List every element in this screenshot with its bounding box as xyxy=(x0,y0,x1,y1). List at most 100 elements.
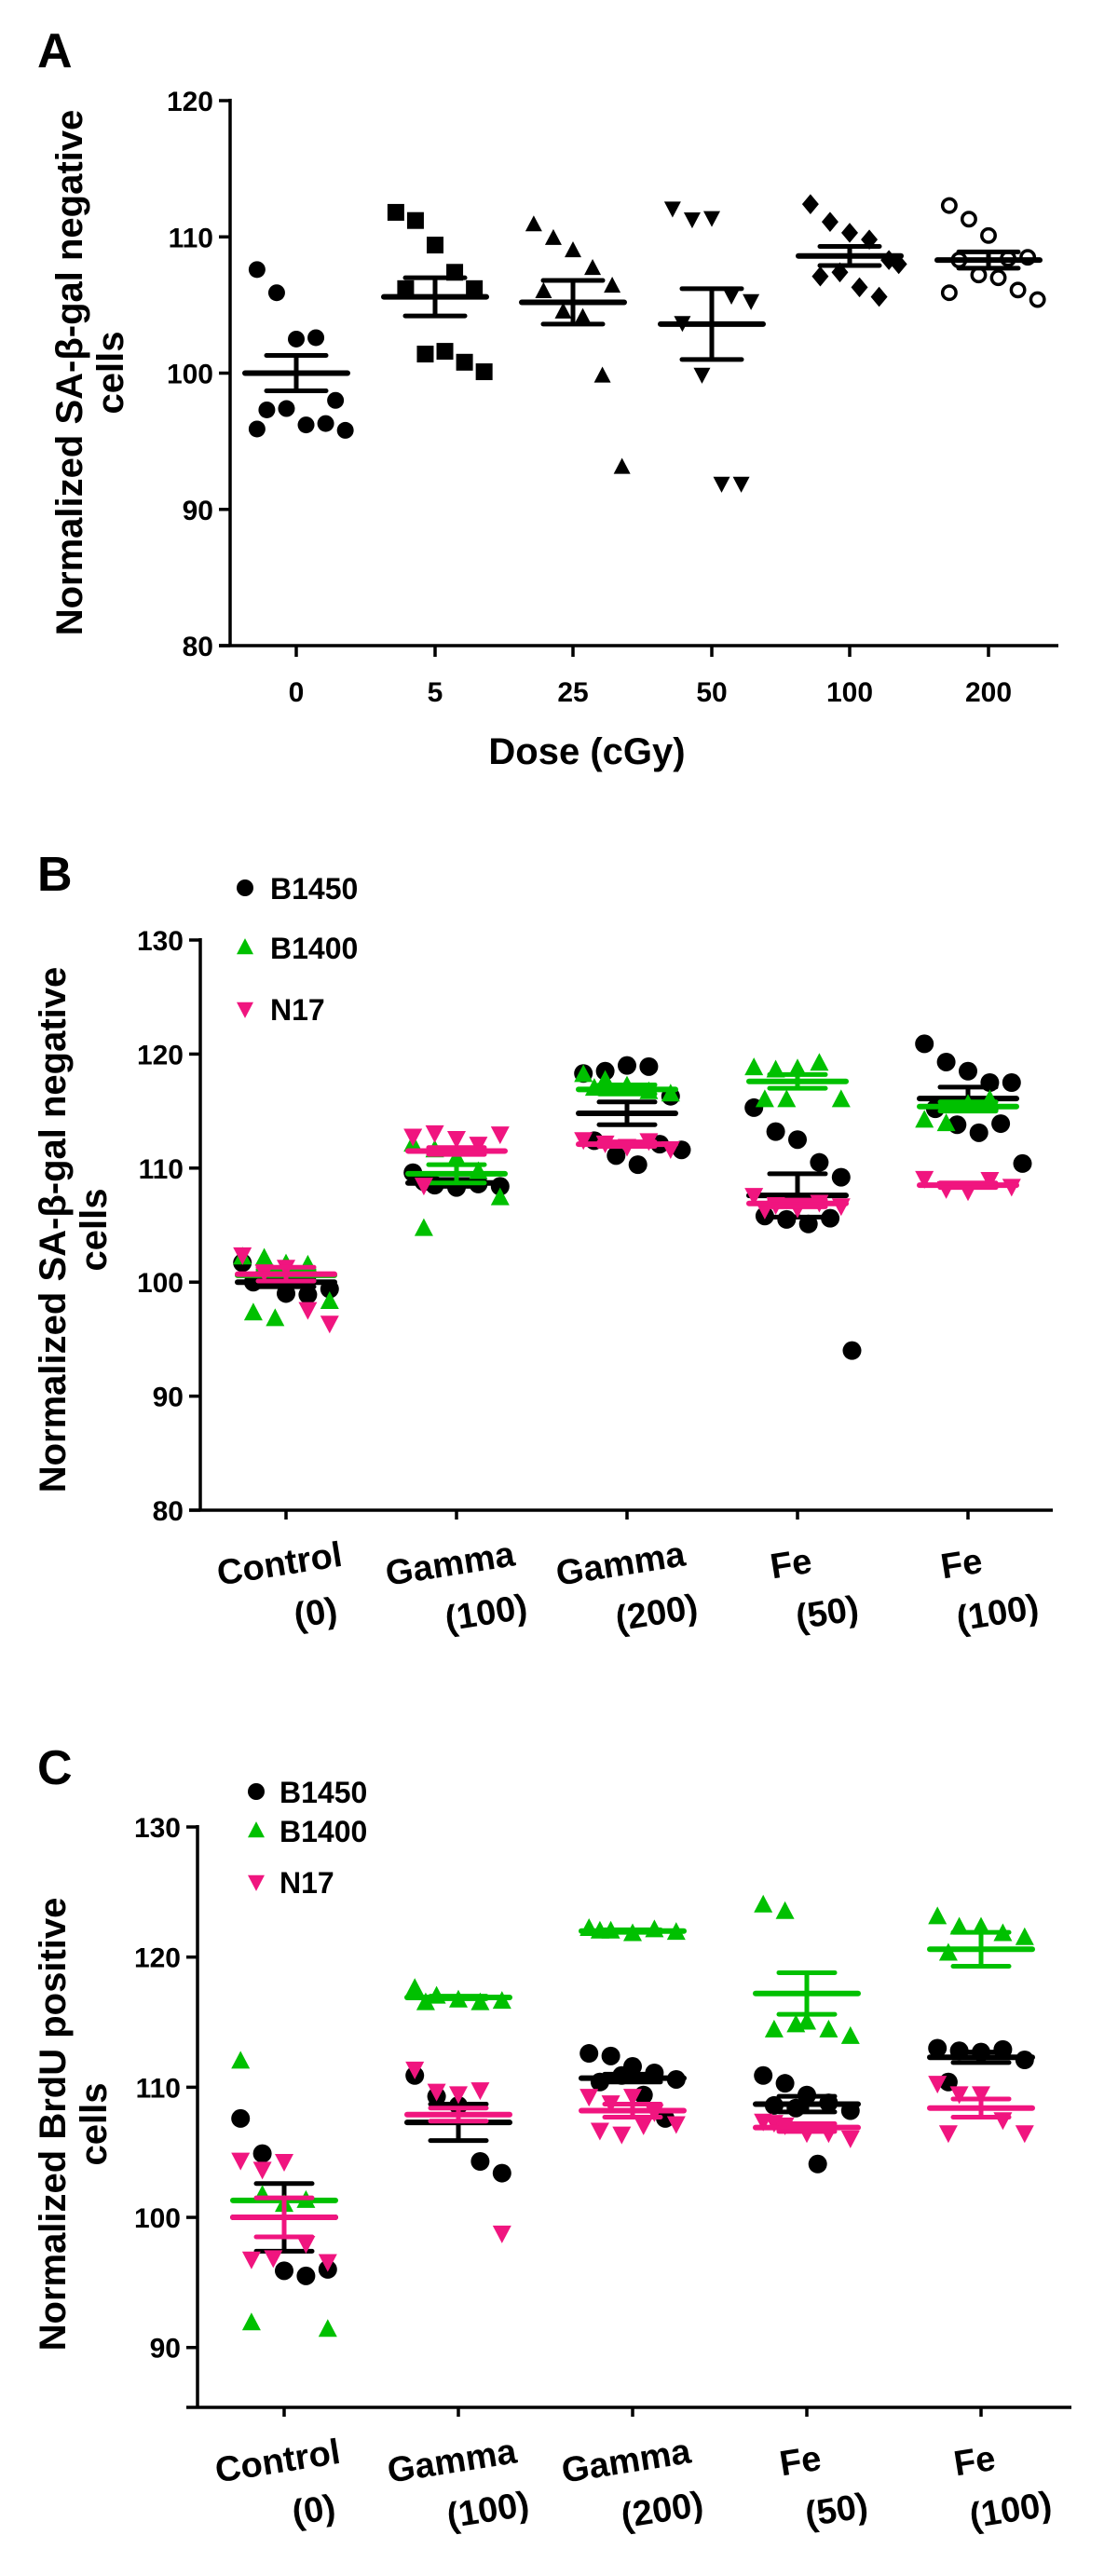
data-point xyxy=(231,2152,251,2171)
data-point xyxy=(840,2130,860,2148)
panel-letter: C xyxy=(37,1741,73,1795)
data-point xyxy=(831,1167,851,1187)
x-tick-label-line1: Fe xyxy=(938,1542,985,1587)
data-point xyxy=(470,1992,490,2010)
data-point xyxy=(661,1084,680,1102)
y-tick-label: 120 xyxy=(134,1943,181,1974)
data-point xyxy=(663,201,681,218)
x-axis-title: Dose (cGy) xyxy=(488,731,685,772)
data-point xyxy=(544,228,562,245)
data-point xyxy=(267,284,285,302)
x-tick-label: 5 xyxy=(428,677,443,708)
data-point xyxy=(801,194,819,214)
data-point xyxy=(258,401,276,418)
data-point xyxy=(639,1056,659,1076)
y-tick-label: 110 xyxy=(136,2073,181,2104)
data-point xyxy=(320,1315,339,1334)
data-point xyxy=(915,1110,934,1128)
data-point xyxy=(427,2083,446,2102)
series-b1400 xyxy=(233,1053,1019,1327)
data-point xyxy=(307,329,325,347)
data-point xyxy=(777,1089,797,1108)
data-point xyxy=(1015,2125,1034,2144)
x-tick-label-line1: Control xyxy=(214,1535,345,1594)
data-point xyxy=(579,2044,599,2064)
y-axis-title-line2: cells xyxy=(90,332,131,415)
data-point xyxy=(425,1124,444,1143)
data-point xyxy=(278,400,295,417)
data-point xyxy=(623,2089,642,2107)
x-category-label: Control(0) xyxy=(214,1535,345,1636)
data-point xyxy=(298,1302,318,1320)
legend-item-N17: N17 xyxy=(248,1866,334,1900)
legend-label: B1400 xyxy=(270,932,358,965)
data-point xyxy=(296,2235,316,2254)
data-point xyxy=(1009,281,1027,299)
y-tick-label: 80 xyxy=(153,1496,184,1527)
data-point xyxy=(248,420,266,438)
data-point xyxy=(743,293,760,310)
data-point xyxy=(821,211,838,232)
x-tick-label: 0 xyxy=(289,677,305,708)
y-axis-title: Normalized BrdU positive cells xyxy=(33,1898,115,2351)
x-tick-label-line1: Gamma xyxy=(553,1534,689,1593)
data-point xyxy=(938,2125,958,2144)
data-point xyxy=(936,1113,956,1132)
data-point xyxy=(416,346,434,363)
data-point xyxy=(870,286,888,307)
legend-label: B1400 xyxy=(280,1815,367,1848)
data-point xyxy=(936,1052,956,1071)
data-point xyxy=(233,1247,252,1265)
y-axis-title-line2: cells xyxy=(74,1189,115,1272)
y-tick-label: 90 xyxy=(183,496,213,526)
x-tick-label-line2: (100) xyxy=(967,2485,1055,2536)
data-point xyxy=(1013,1153,1032,1173)
data-point xyxy=(628,1155,648,1175)
x-tick-label: 100 xyxy=(826,677,873,708)
y-axis-title-line2: cells xyxy=(74,2083,115,2166)
x-tick-label-line1: Gamma xyxy=(385,2432,520,2490)
data-point xyxy=(788,1130,807,1150)
x-tick-label-line2: (50) xyxy=(802,2487,870,2535)
data-point xyxy=(788,1058,807,1077)
data-point xyxy=(842,1341,862,1360)
data-point xyxy=(470,2082,490,2101)
data-point xyxy=(766,1122,785,1141)
data-point xyxy=(841,223,858,243)
legend-marker xyxy=(237,938,253,955)
data-point xyxy=(475,363,493,381)
data-point xyxy=(840,2025,860,2044)
data-point xyxy=(723,288,741,306)
data-point xyxy=(414,1218,433,1236)
legend-item-B1400: B1400 xyxy=(237,932,358,965)
legend-item-B1450: B1450 xyxy=(237,872,358,906)
data-point xyxy=(264,2250,283,2269)
x-tick-label: 25 xyxy=(557,677,588,708)
data-point xyxy=(764,2115,784,2133)
data-point xyxy=(732,476,750,493)
data-point xyxy=(851,277,868,298)
data-point xyxy=(414,1178,433,1196)
data-point xyxy=(755,1089,774,1108)
data-point xyxy=(416,1992,435,2010)
y-axis-title-line1: Normalized SA-β-gal negative xyxy=(49,110,90,636)
x-tick-label-line1: Fe xyxy=(777,2439,824,2484)
data-point xyxy=(775,1901,795,1919)
x-tick-label-line1: Fe xyxy=(768,1542,814,1587)
x-category-label: Gamma(200) xyxy=(553,1534,701,1639)
x-category-label: Gamma(200) xyxy=(559,2432,706,2536)
y-tick-label: 100 xyxy=(134,2203,181,2234)
data-point xyxy=(554,302,572,319)
data-point xyxy=(786,2014,806,2033)
data-point xyxy=(252,2161,272,2180)
data-point xyxy=(243,1302,263,1321)
x-category-label: Fe(50) xyxy=(768,1542,862,1638)
x-category-label: Fe(100) xyxy=(951,2439,1055,2536)
legend-marker xyxy=(237,1002,253,1018)
data-point xyxy=(754,2065,773,2085)
x-tick-label-line2: (200) xyxy=(619,2485,706,2536)
data-point xyxy=(928,2038,948,2058)
data-point xyxy=(980,226,997,244)
data-point xyxy=(490,1187,510,1206)
